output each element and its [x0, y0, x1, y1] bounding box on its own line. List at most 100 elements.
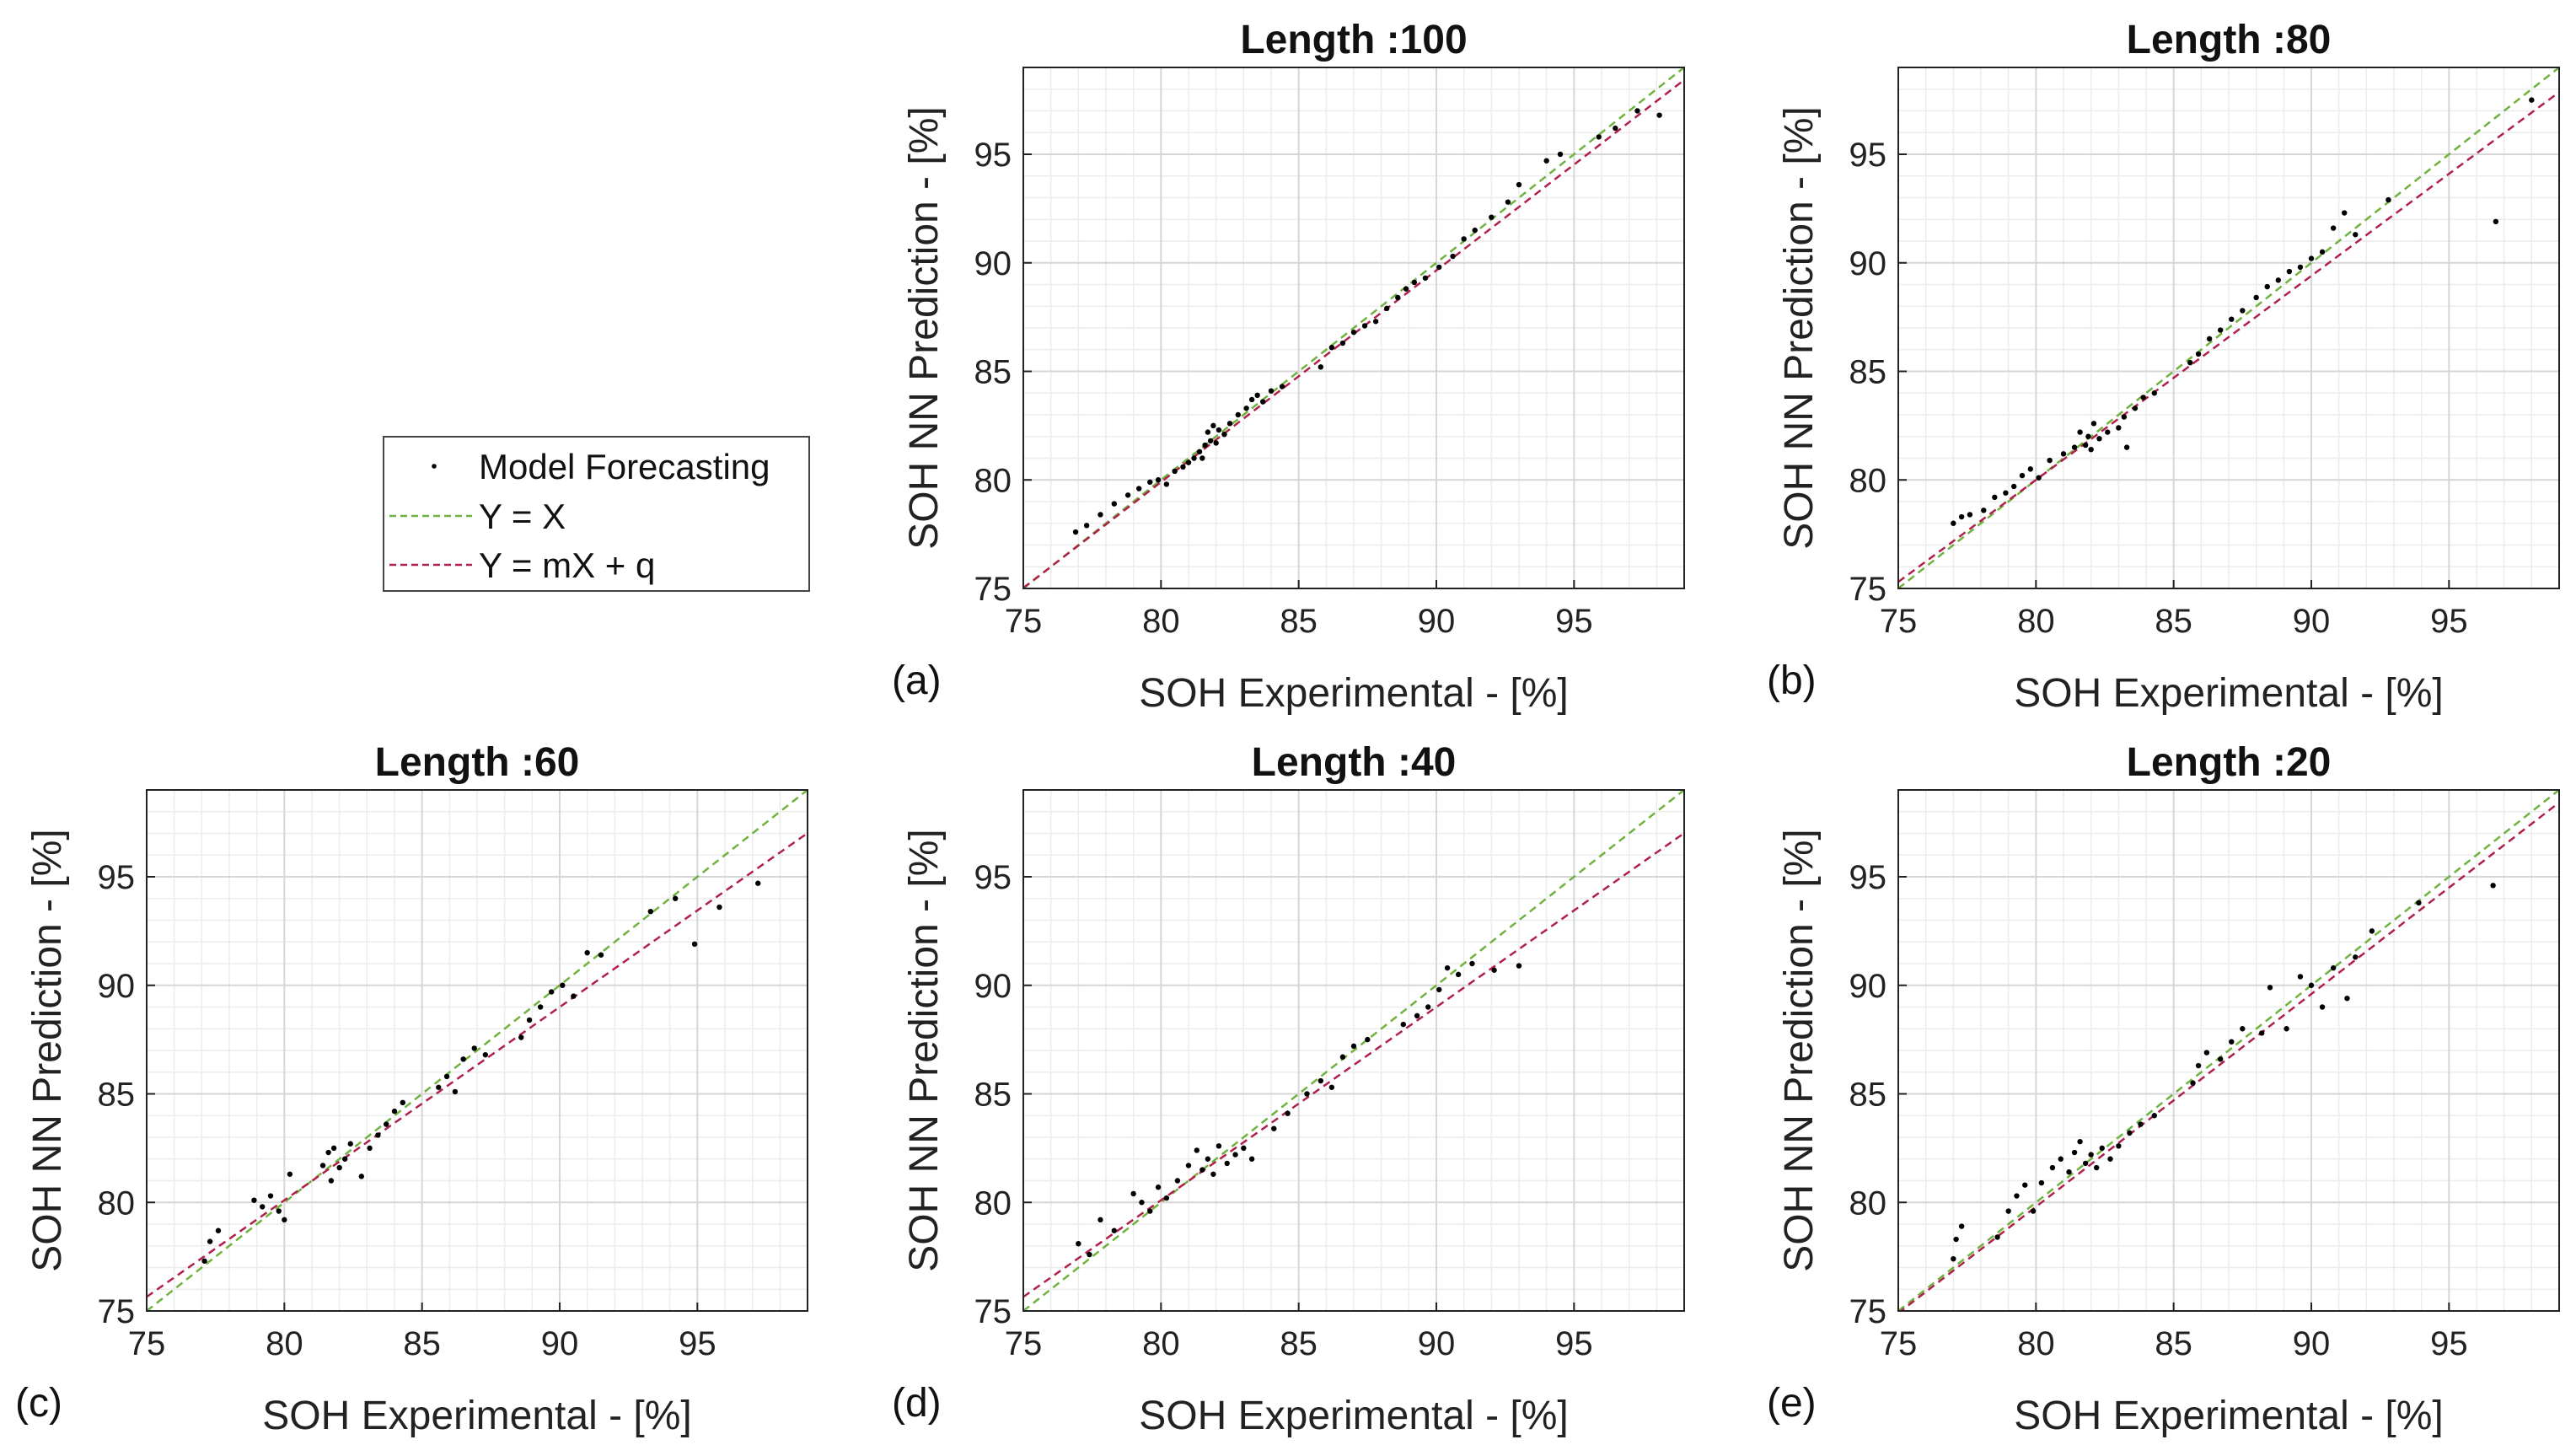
data-point [1400, 1021, 1407, 1028]
data-point [1216, 1143, 1222, 1149]
data-point [2088, 1152, 2094, 1158]
data-point [1185, 1163, 1192, 1168]
data-point [673, 895, 679, 901]
data-point [1139, 1200, 1145, 1206]
data-point [1097, 512, 1103, 518]
data-point [1254, 392, 1260, 399]
data-point [1248, 396, 1255, 403]
data-point [1136, 486, 1142, 492]
data-point [358, 1174, 364, 1179]
data-point [1361, 323, 1368, 329]
x-tick-label: 80 [1142, 603, 1180, 640]
data-point [1072, 529, 1079, 535]
x-tick-label: 75 [1005, 603, 1043, 640]
y-tick-label: 90 [974, 245, 1012, 282]
data-point [367, 1145, 373, 1152]
y-axis-label: SOH NN Prediction - [%] [902, 829, 947, 1271]
data-point [2369, 928, 2375, 934]
chart-title: Length :80 [2127, 18, 2332, 62]
y-tick-label: 95 [98, 859, 136, 896]
data-point [1656, 112, 1662, 118]
data-point [2082, 442, 2089, 449]
panel-label: (c) [15, 1381, 62, 1426]
data-point [1111, 501, 1118, 507]
data-point [2267, 985, 2273, 991]
data-point [537, 1004, 544, 1010]
data-point [2218, 327, 2224, 333]
data-point [1414, 1013, 1420, 1019]
data-point [1328, 1084, 1335, 1090]
x-tick-label: 95 [2430, 1325, 2468, 1362]
data-point [2085, 433, 2091, 439]
data-point [282, 1217, 287, 1223]
data-point [1087, 1251, 1092, 1258]
y-tick-label: 95 [1849, 137, 1887, 174]
data-point [436, 1084, 442, 1090]
fit-line [1023, 832, 1684, 1298]
data-point [2493, 218, 2499, 225]
tick-labels: 75 80 85 90 95 75 80 85 90 95 [1849, 859, 2468, 1362]
data-point [560, 982, 566, 988]
y-tick-label: 85 [1849, 354, 1887, 391]
x-axis-label: SOH Experimental - [%] [1139, 1394, 1568, 1438]
y-tick-label: 75 [974, 1293, 1012, 1330]
data-point [1472, 227, 1478, 234]
identity-line [1023, 67, 1684, 588]
panel-a: Length :100 75 80 85 90 95 75 80 85 90 95 SOH Exp… [892, 18, 1685, 716]
data-point [598, 952, 604, 958]
data-point [1384, 305, 1390, 312]
y-axis-label: SOH NN Prediction - [%] [1777, 829, 1822, 1271]
data-point [2005, 1208, 2011, 1214]
y-tick-label: 75 [98, 1293, 136, 1330]
data-point [319, 1163, 326, 1168]
data-point [1339, 1054, 1346, 1060]
legend-box [383, 436, 810, 592]
chart-title: Length :100 [1240, 18, 1467, 62]
y-tick-label: 75 [1849, 571, 1887, 608]
data-point [1235, 411, 1242, 418]
y-axis-label: SOH NN Prediction - [%] [1777, 106, 1822, 549]
data-point [1241, 1145, 1247, 1152]
data-point [2138, 1121, 2144, 1127]
x-tick-label: 80 [2017, 603, 2055, 640]
data-point [2297, 974, 2304, 980]
data-point [1163, 481, 1170, 487]
data-point [1076, 1240, 1081, 1247]
data-point [1155, 1184, 1162, 1190]
data-point [2151, 1113, 2157, 1119]
data-point [391, 1108, 398, 1115]
data-point [1210, 422, 1216, 429]
data-point [1543, 158, 1549, 164]
legend: Model Forecasting Y = X Y = mX + q [383, 436, 810, 592]
data-point [342, 1156, 348, 1162]
y-tick-label: 75 [1849, 1293, 1887, 1330]
data-point [1260, 399, 1266, 405]
data-point [1992, 494, 1998, 501]
data-point [328, 1178, 335, 1184]
data-point [325, 1149, 331, 1156]
data-point [647, 909, 653, 915]
chart-title: Length :20 [2127, 740, 2332, 785]
data-point [2030, 1208, 2037, 1214]
data-point [2047, 457, 2053, 464]
data-point [2088, 447, 2094, 453]
data-point [1194, 1147, 1200, 1153]
data-point [2019, 472, 2026, 479]
data-point [2071, 1149, 2078, 1156]
y-tick-label: 85 [974, 354, 1012, 391]
data-point [375, 1132, 381, 1138]
panel-label: (d) [892, 1381, 942, 1426]
data-point [1516, 181, 1522, 188]
data-point [1634, 108, 1640, 114]
data-point [1248, 1156, 1255, 1162]
y-tick-label: 95 [1849, 859, 1887, 896]
data-point [2105, 429, 2111, 435]
y-tick-label: 95 [974, 859, 1012, 896]
data-point [2319, 249, 2326, 255]
data-point [1083, 523, 1090, 529]
data-point [2344, 996, 2350, 1002]
data-point [2123, 444, 2130, 450]
data-point [207, 1238, 213, 1244]
data-point [460, 1056, 466, 1062]
